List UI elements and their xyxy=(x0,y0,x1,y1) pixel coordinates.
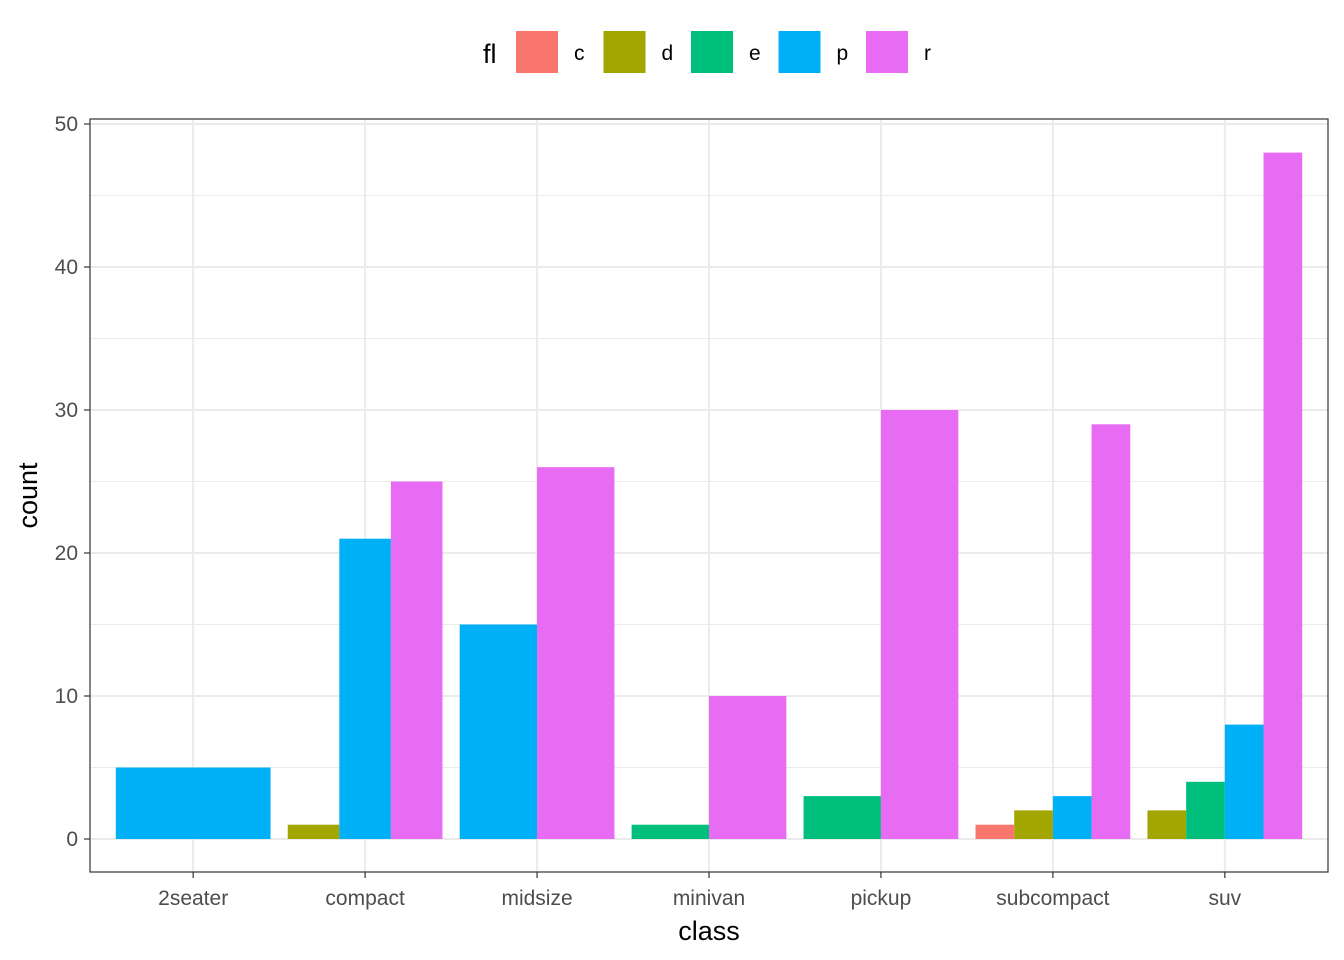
y-tick-label: 40 xyxy=(55,256,78,279)
bar-midsize-r xyxy=(537,467,615,839)
legend-key-r xyxy=(866,31,908,73)
bar-compact-p xyxy=(339,538,391,839)
legend: fl c d e p r xyxy=(483,31,931,73)
bar-suv-r xyxy=(1263,152,1303,840)
y-tick-label: 0 xyxy=(66,828,78,851)
bar-minivan-r xyxy=(709,696,787,839)
bar-suv-d xyxy=(1147,810,1187,839)
y-tick-label: 50 xyxy=(55,113,78,136)
legend-label-p: p xyxy=(837,42,849,65)
legend-key-c xyxy=(516,31,558,73)
x-axis-title: class xyxy=(678,916,740,946)
bar-suv-p xyxy=(1224,724,1264,839)
x-tick-label: minivan xyxy=(673,887,745,910)
bar-midsize-p xyxy=(459,624,538,839)
x-tick-label: suv xyxy=(1208,887,1241,910)
y-tick-label: 20 xyxy=(55,542,78,565)
legend-label-d: d xyxy=(662,42,674,65)
bar-compact-d xyxy=(287,824,340,839)
x-tick-label: compact xyxy=(325,887,405,910)
bar-pickup-r xyxy=(880,410,959,839)
bars xyxy=(115,152,1303,840)
x-tick-label: subcompact xyxy=(996,887,1109,910)
bar-subcompact-c xyxy=(975,824,1015,839)
x-tick-label: 2seater xyxy=(158,887,228,910)
legend-key-p xyxy=(778,31,821,73)
bar-compact-r xyxy=(390,481,443,839)
x-axis: 2seater compact midsize minivan pickup subcom… xyxy=(158,872,1242,910)
y-tick-label: 30 xyxy=(55,399,78,422)
x-tick-label: midsize xyxy=(501,887,572,910)
bar-minivan-e xyxy=(631,824,709,839)
legend-title: fl xyxy=(483,39,497,69)
legend-key-e xyxy=(691,31,733,73)
bar-subcompact-p xyxy=(1052,796,1092,839)
bar-suv-e xyxy=(1186,781,1225,839)
y-tick-label: 10 xyxy=(55,685,78,708)
y-axis-title: count xyxy=(13,462,43,529)
x-tick-label: pickup xyxy=(851,887,912,910)
bar-subcompact-d xyxy=(1014,810,1053,839)
bar-2seater-p xyxy=(115,767,271,839)
bar-subcompact-r xyxy=(1091,424,1131,839)
legend-label-c: c xyxy=(574,42,585,65)
legend-key-d xyxy=(603,31,646,73)
legend-label-r: r xyxy=(924,42,931,65)
y-axis: 0 10 20 30 40 50 xyxy=(55,113,90,851)
legend-label-e: e xyxy=(749,42,761,65)
bar-pickup-e xyxy=(803,796,881,839)
